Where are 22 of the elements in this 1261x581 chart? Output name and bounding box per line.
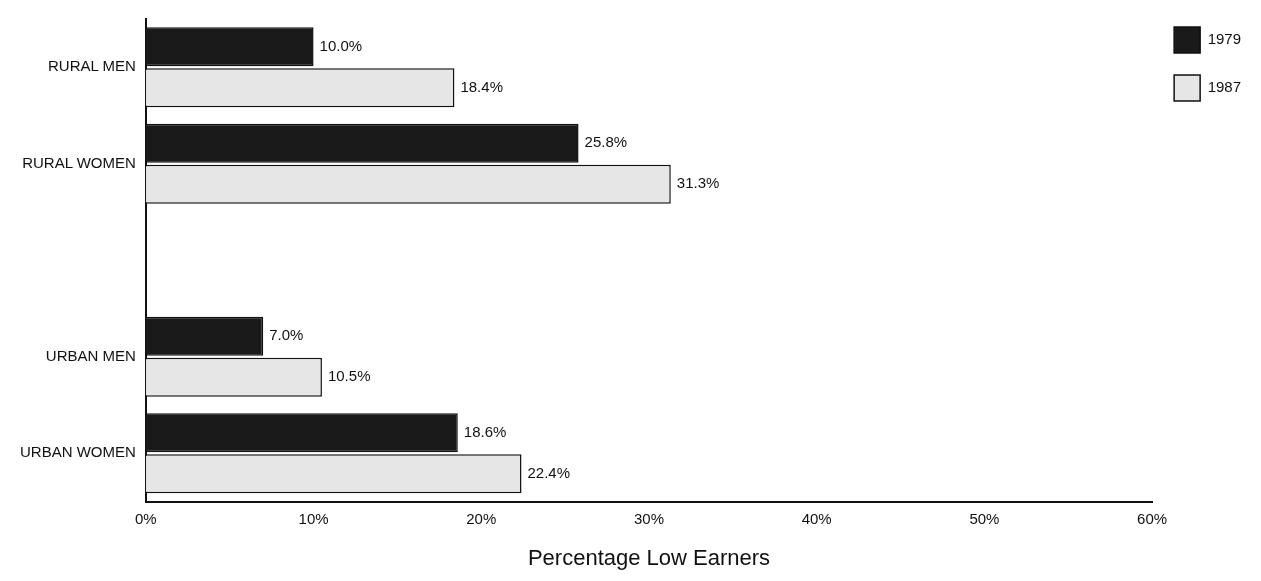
y-tick-label: RURAL MEN <box>48 57 136 75</box>
x-tick-label: 10% <box>298 509 329 527</box>
data-label: 31.3% <box>676 174 720 192</box>
data-label: 25.8% <box>584 133 628 151</box>
x-axis-title: Percentage Low Earners <box>527 544 771 570</box>
data-label: 7.0% <box>269 326 304 344</box>
data-label: 22.4% <box>527 463 571 481</box>
x-tick-label: 0% <box>134 509 157 527</box>
x-tick-label: 50% <box>969 509 1000 527</box>
data-label: 10.5% <box>327 367 371 385</box>
data-label: 18.4% <box>460 77 503 95</box>
legend-label: 1979 <box>1207 30 1242 48</box>
data-label: 10.0% <box>319 36 363 54</box>
x-tick-label: 60% <box>1137 509 1168 527</box>
x-tick-label: 20% <box>466 509 497 527</box>
legend-label: 1987 <box>1207 78 1242 96</box>
y-tick-label: RURAL WOMEN <box>22 153 136 171</box>
y-tick-label: URBAN WOMEN <box>19 443 136 461</box>
x-tick-label: 40% <box>801 509 832 527</box>
data-label: 18.6% <box>463 422 507 440</box>
y-tick-label: URBAN MEN <box>45 346 136 364</box>
x-tick-label: 30% <box>633 509 664 527</box>
